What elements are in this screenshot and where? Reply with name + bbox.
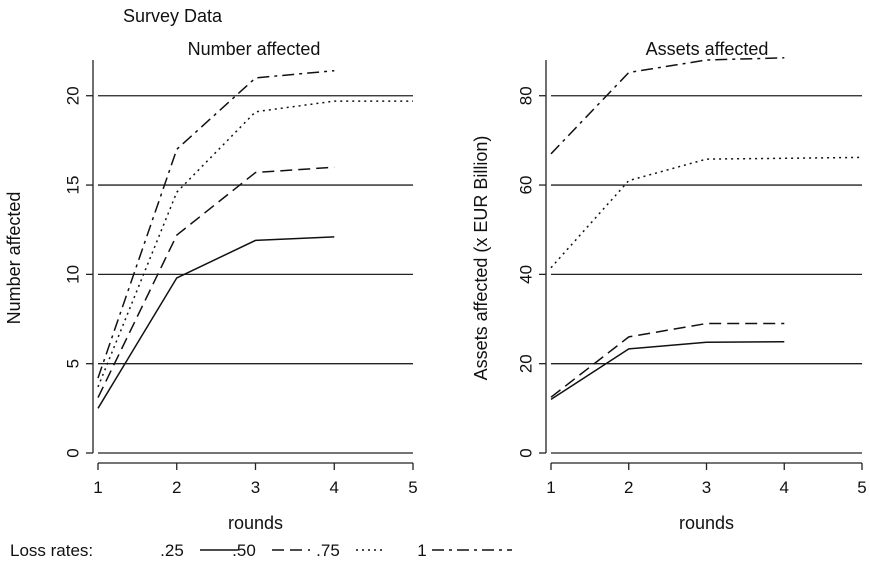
y-tick-label: 0: [63, 448, 82, 457]
series-line-1: [97, 69, 335, 379]
legend: Loss rates: .25 .50 .75 1: [10, 541, 512, 560]
figure-title: Survey Data: [123, 6, 223, 26]
x-tick-label: 2: [172, 478, 181, 497]
x-tick-label: 2: [624, 478, 633, 497]
series-line-p50: [550, 322, 785, 398]
x-axis-label: rounds: [228, 513, 283, 533]
y-tick-label: 0: [516, 448, 535, 457]
legend-label: .25: [160, 541, 184, 560]
y-tick-label: 5: [63, 359, 82, 368]
panel-2: Assets affected 0 20 40 60 80 1 2 3 4 5 rounds Asset…: [471, 39, 867, 533]
y-tick-label: 60: [516, 176, 535, 195]
y-tick-label: 10: [63, 265, 82, 284]
panel-title: Assets affected: [646, 39, 769, 59]
panel-title: Number affected: [188, 39, 321, 59]
legend-label: .50: [232, 541, 256, 560]
x-tick-label: 3: [702, 478, 711, 497]
legend-label: 1: [417, 541, 426, 560]
y-tick-label: 15: [63, 176, 82, 195]
x-axis-label: rounds: [679, 513, 734, 533]
y-tick-label: 80: [516, 86, 535, 105]
panel-1: Number affected 0 5 10 15 20 1 2 3 4 5 rounds Number…: [4, 39, 418, 533]
y-tick-label: 20: [63, 86, 82, 105]
legend-label: .75: [316, 541, 340, 560]
y-axis-label: Number affected: [4, 192, 24, 325]
series-line-p25: [550, 341, 785, 401]
series-line-p50: [97, 166, 335, 398]
x-tick-label: 5: [408, 478, 417, 497]
series-line-p25: [97, 236, 335, 409]
x-tick-label: 5: [857, 478, 866, 497]
y-tick-label: 20: [516, 354, 535, 373]
x-tick-label: 1: [93, 478, 102, 497]
x-tick-label: 4: [780, 478, 789, 497]
x-tick-label: 3: [251, 478, 260, 497]
x-tick-label: 1: [546, 478, 555, 497]
series-line-p75: [97, 100, 413, 388]
legend-title: Loss rates:: [10, 541, 93, 560]
series-line-1: [550, 57, 785, 155]
y-tick-label: 40: [516, 265, 535, 284]
y-axis-label: Assets affected (x EUR Billion): [471, 136, 491, 381]
x-tick-label: 4: [330, 478, 339, 497]
series-line-p75: [550, 156, 863, 269]
